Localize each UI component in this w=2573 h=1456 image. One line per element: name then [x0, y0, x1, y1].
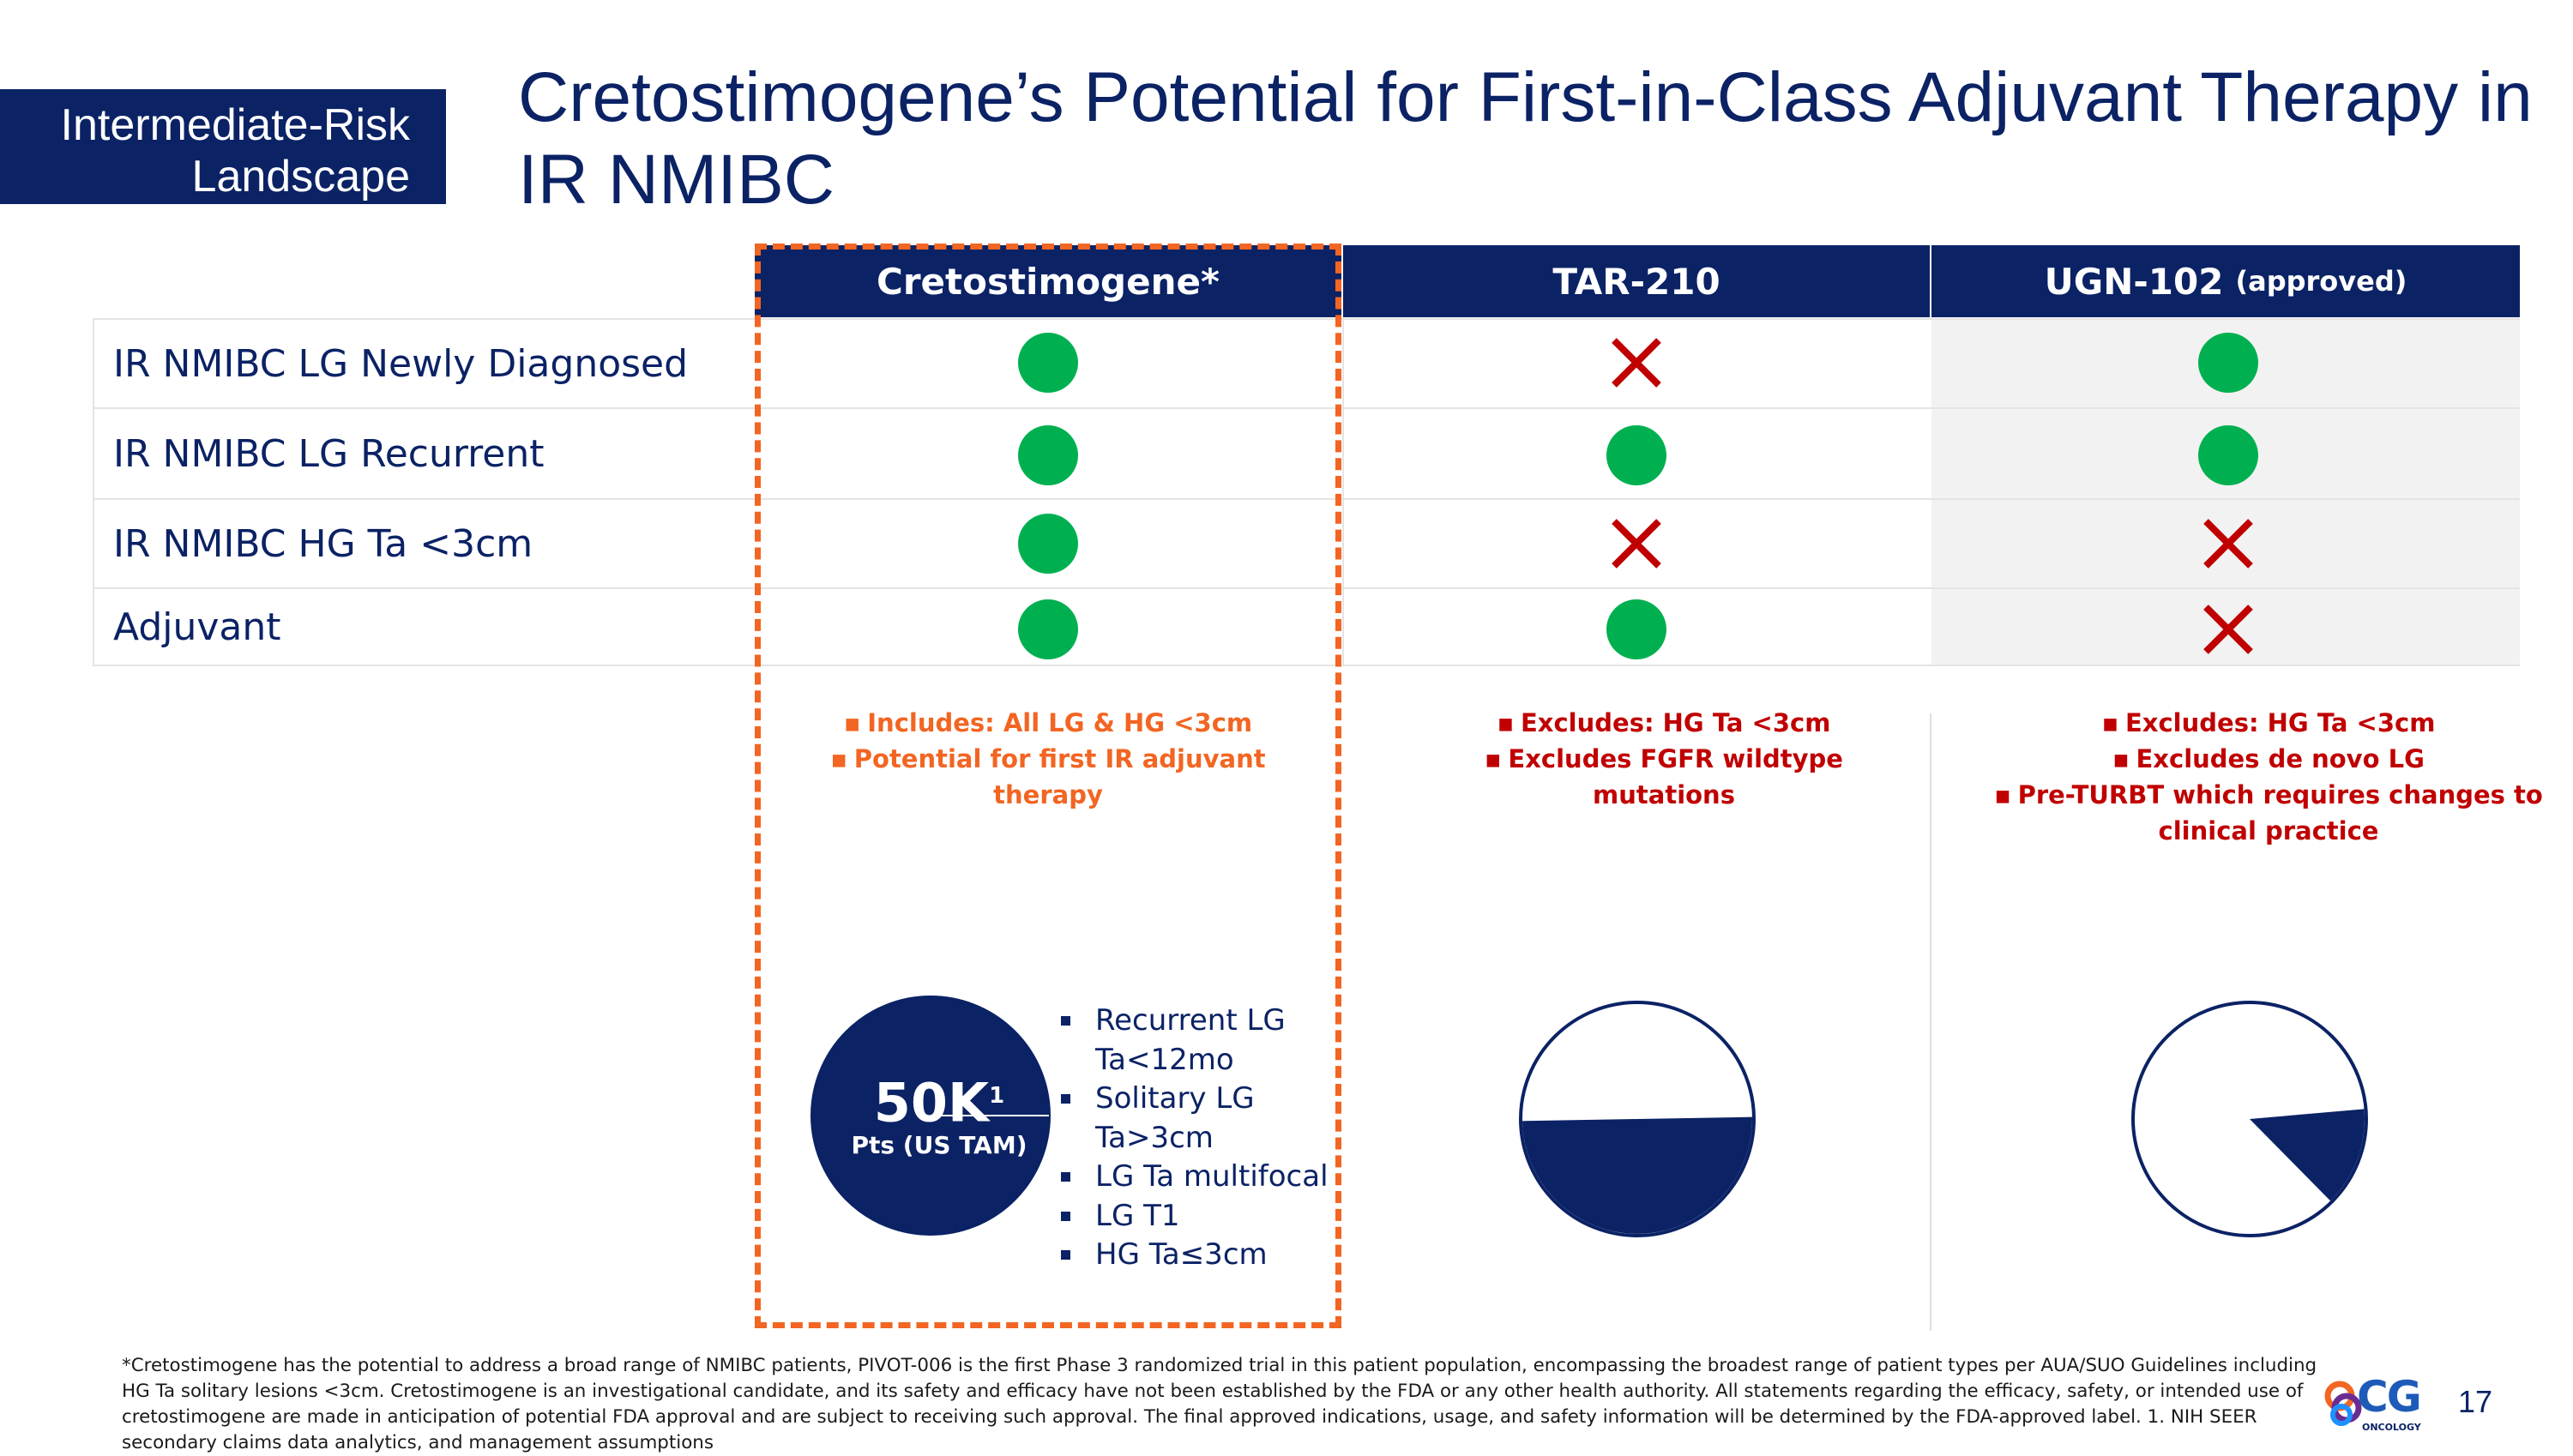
- column-header-tar210: TAR-210: [1343, 245, 1930, 317]
- column-header-ugn102: UGN-102 (approved): [1931, 245, 2520, 317]
- notes-tar210: ▪ Excludes: HG Ta <3cm ▪ Excludes FGFR wil…: [1458, 705, 1870, 813]
- column-header-cretostimogene: Cretostimogene*: [755, 245, 1341, 317]
- list-item: LG Ta multifocal: [1057, 1158, 1348, 1197]
- column-header-label: TAR-210: [1552, 260, 1720, 303]
- tam-label: Pts (US TAM): [851, 1131, 1027, 1159]
- page-number: 17: [2458, 1384, 2493, 1419]
- logo-text: CG: [2357, 1372, 2422, 1422]
- note-item: ▪ Excludes: HG Ta <3cm: [2101, 708, 2436, 737]
- note-item: ▪ Pre-TURBT which requires changes to cli…: [1994, 780, 2543, 845]
- note-text: Potential for first IR adjuvant therapy: [853, 744, 1266, 809]
- note-text: Includes: All LG & HG <3cm: [867, 708, 1253, 737]
- tam-value: 50K1: [815, 1066, 1064, 1134]
- notes-ugn102: ▪ Excludes: HG Ta <3cm ▪ Excludes de novo …: [1990, 705, 2547, 849]
- column-header-label: UGN-102: [2044, 260, 2224, 303]
- included-dot-icon: [1018, 599, 1078, 659]
- included-dot-icon: [1018, 425, 1078, 485]
- column-header-label: Cretostimogene*: [877, 260, 1220, 303]
- note-text: Excludes: HG Ta <3cm: [2124, 708, 2436, 737]
- logo-subtext: ONCOLOGY: [2362, 1422, 2421, 1433]
- list-item: Recurrent LG Ta<12mo: [1057, 1002, 1348, 1080]
- excluded-x-icon: [2203, 605, 2253, 654]
- company-logo: CG ONCOLOGY: [2324, 1372, 2427, 1437]
- segment-list: Recurrent LG Ta<12mo Solitary LG Ta>3cm …: [1057, 1002, 1348, 1275]
- row-label-hg-ta: IR NMIBC HG Ta <3cm: [93, 498, 753, 587]
- list-item: LG T1: [1057, 1197, 1348, 1236]
- note-item: ▪ Potential for first IR adjuvant therapy: [830, 744, 1266, 809]
- footnote: *Cretostimogene has the potential to add…: [122, 1355, 2317, 1453]
- note-text: Excludes de novo LG: [2136, 744, 2425, 773]
- notes-cretostimogene: ▪ Includes: All LG & HG <3cm ▪ Potential f…: [772, 705, 1324, 813]
- note-item: ▪ Excludes: HG Ta <3cm: [1497, 708, 1831, 737]
- included-dot-icon: [2198, 333, 2258, 393]
- list-item: HG Ta≤3cm: [1057, 1236, 1348, 1275]
- note-item: ▪ Excludes de novo LG: [2112, 744, 2425, 773]
- excluded-x-icon: [1612, 519, 1661, 569]
- section-tag: Intermediate-Risk Landscape: [0, 89, 446, 204]
- included-dot-icon: [1606, 425, 1666, 485]
- row-label-lg-newly-diagnosed: IR NMIBC LG Newly Diagnosed: [93, 318, 753, 407]
- column-divider: [1342, 318, 1344, 666]
- row-label-adjuvant: Adjuvant: [93, 587, 753, 666]
- slide-title: Cretostimogene’s Potential for First-in-…: [518, 58, 2533, 219]
- column-header-sub: (approved): [2235, 265, 2407, 298]
- tam-pie-cretostimogene: [810, 996, 1051, 1236]
- tam-superscript: 1: [989, 1083, 1005, 1109]
- included-dot-icon: [1018, 333, 1078, 393]
- row-label-lg-recurrent: IR NMIBC LG Recurrent: [93, 407, 753, 498]
- note-text: Excludes FGFR wildtype mutations: [1508, 744, 1843, 809]
- logo-mark-icon: [2324, 1381, 2362, 1426]
- excluded-x-icon: [2203, 519, 2253, 569]
- tam-pie-ugn102: [2131, 1001, 2368, 1237]
- list-item: Solitary LG Ta>3cm: [1057, 1080, 1348, 1158]
- included-dot-icon: [2198, 425, 2258, 485]
- tam-pie-tar210: [1519, 1001, 1756, 1237]
- note-text: Excludes: HG Ta <3cm: [1520, 708, 1831, 737]
- column-separator: [1930, 713, 1931, 1331]
- pie-slice: [2250, 1109, 2365, 1201]
- tam-number: 50K: [873, 1071, 990, 1134]
- included-dot-icon: [1606, 599, 1666, 659]
- note-item: ▪ Excludes FGFR wildtype mutations: [1485, 744, 1843, 809]
- highlight-box: [755, 244, 1341, 1328]
- note-item: ▪ Includes: All LG & HG <3cm: [843, 708, 1253, 737]
- included-dot-icon: [1018, 514, 1078, 574]
- pie-slice: [1522, 1116, 1752, 1234]
- excluded-x-icon: [1612, 338, 1661, 388]
- note-text: Pre-TURBT which requires changes to clin…: [2017, 780, 2543, 845]
